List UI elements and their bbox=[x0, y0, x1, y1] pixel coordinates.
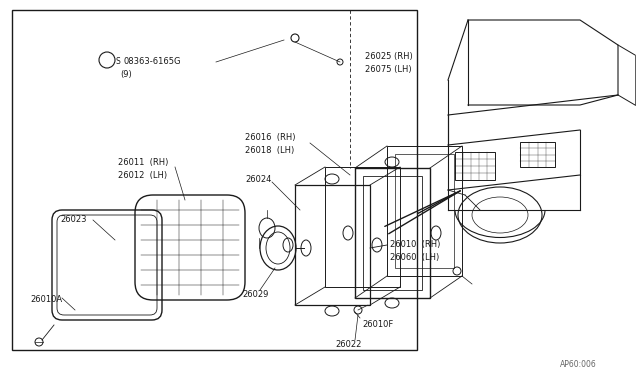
Text: 26075 (LH): 26075 (LH) bbox=[365, 65, 412, 74]
Text: 26025 (RH): 26025 (RH) bbox=[365, 52, 413, 61]
Text: (9): (9) bbox=[120, 70, 132, 79]
Bar bbox=[363, 176, 422, 290]
Bar bbox=[12, 10, 417, 350]
Bar bbox=[295, 185, 370, 305]
Bar bbox=[355, 168, 430, 298]
Bar bbox=[387, 146, 462, 276]
Text: 26010  (RH): 26010 (RH) bbox=[390, 240, 440, 249]
Text: S: S bbox=[116, 57, 121, 66]
Text: 26060  (LH): 26060 (LH) bbox=[390, 253, 439, 262]
Text: 26024: 26024 bbox=[245, 175, 271, 184]
Text: 26012  (LH): 26012 (LH) bbox=[118, 171, 167, 180]
Text: 26016  (RH): 26016 (RH) bbox=[245, 133, 296, 142]
Text: 26023: 26023 bbox=[60, 215, 86, 224]
Text: 26011  (RH): 26011 (RH) bbox=[118, 158, 168, 167]
Text: 26029: 26029 bbox=[242, 290, 268, 299]
Bar bbox=[520, 142, 555, 167]
Bar bbox=[325, 167, 400, 287]
Text: 26010A: 26010A bbox=[30, 295, 62, 304]
Text: 26022: 26022 bbox=[335, 340, 362, 349]
Text: 08363-6165G: 08363-6165G bbox=[124, 57, 182, 66]
Text: AP60:006: AP60:006 bbox=[560, 360, 596, 369]
Text: 26010F: 26010F bbox=[362, 320, 393, 329]
Bar bbox=[395, 154, 454, 268]
Bar bbox=[455, 152, 495, 180]
Text: 26018  (LH): 26018 (LH) bbox=[245, 146, 294, 155]
